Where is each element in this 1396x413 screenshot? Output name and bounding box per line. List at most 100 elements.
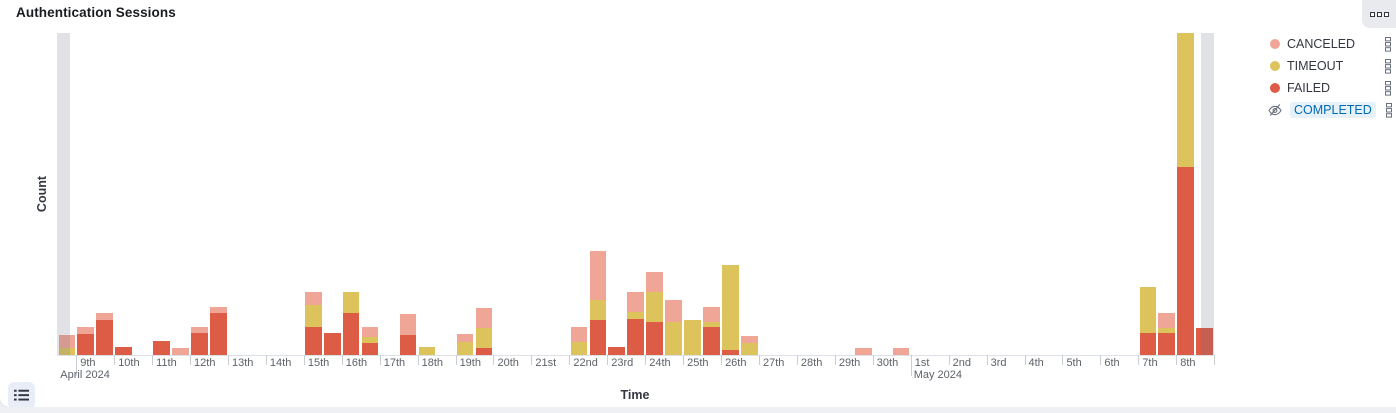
bar-segment-canceled[interactable] <box>627 292 644 312</box>
bar-segment-failed[interactable] <box>361 343 379 355</box>
bar-segment-canceled[interactable] <box>475 308 493 328</box>
bar-segment-canceled[interactable] <box>589 251 607 300</box>
bar-segment-failed[interactable] <box>1177 167 1194 355</box>
bar-segment-failed[interactable] <box>153 341 170 355</box>
x-tick-mark <box>796 355 798 365</box>
bar-segment-failed[interactable] <box>589 320 607 355</box>
bar-segment-timeout[interactable] <box>418 347 436 355</box>
x-tick-mark <box>379 355 381 365</box>
bar-segment-timeout[interactable] <box>646 292 663 322</box>
bar-segment-canceled[interactable] <box>305 292 322 305</box>
legend-item-timeout[interactable]: TIMEOUT <box>1262 58 1394 74</box>
bar-segment-failed[interactable] <box>608 347 625 355</box>
bar-segment-canceled[interactable] <box>172 348 189 355</box>
bar-segment-canceled[interactable] <box>646 272 663 292</box>
bar-segment-failed[interactable] <box>1196 328 1213 355</box>
bar-segment-failed[interactable] <box>399 335 417 355</box>
x-tick-label: 12th <box>194 357 216 369</box>
bar-segment-timeout[interactable] <box>703 322 720 327</box>
bar-segment-canceled[interactable] <box>456 334 474 342</box>
bar-segment-timeout[interactable] <box>589 300 607 320</box>
panel-options-button[interactable] <box>1366 4 1392 24</box>
bar-segment-failed[interactable] <box>324 333 341 355</box>
x-tick-mark <box>910 355 912 376</box>
bar-segment-failed[interactable] <box>646 322 663 355</box>
panel-hover-actions <box>1362 0 1396 28</box>
bar-segment-timeout[interactable] <box>722 265 739 350</box>
x-tick-label: 30th <box>876 357 899 369</box>
x-tick-mark <box>607 355 609 365</box>
x-tick-label: 23rd <box>611 357 634 369</box>
bar-segment-canceled[interactable] <box>96 313 113 320</box>
x-tick-label: 18th <box>421 357 444 369</box>
bar-segment-timeout[interactable] <box>741 343 758 355</box>
bar-segment-failed[interactable] <box>722 350 739 355</box>
x-tick-mark <box>569 355 571 365</box>
boxes-vertical-icon <box>1385 36 1391 52</box>
bar-segment-timeout[interactable] <box>665 322 682 355</box>
bar-segment-failed[interactable] <box>77 334 94 355</box>
legend-actions-button[interactable] <box>1382 36 1394 52</box>
bar-segment-canceled[interactable] <box>741 336 758 343</box>
bar-segment-timeout[interactable] <box>1158 328 1175 333</box>
bar-segment-timeout[interactable] <box>475 328 493 348</box>
x-tick-mark <box>834 355 836 365</box>
bar-segment-failed[interactable] <box>703 327 720 355</box>
x-tick-mark <box>531 355 533 365</box>
x-axis-line <box>57 355 1214 356</box>
bar-segment-failed[interactable] <box>1158 333 1175 355</box>
bar-segment-canceled[interactable] <box>58 335 75 348</box>
bar-segment-canceled[interactable] <box>399 314 417 335</box>
legend-item-failed[interactable]: FAILED <box>1262 80 1394 96</box>
bar-segment-timeout[interactable] <box>570 342 588 355</box>
x-tick-label: 22nd <box>573 357 598 369</box>
boxes-vertical-icon <box>1385 80 1391 96</box>
bar-segment-failed[interactable] <box>1139 333 1156 355</box>
bar-segment-timeout[interactable] <box>361 337 379 343</box>
bar-segment-canceled[interactable] <box>855 348 872 355</box>
bar-segment-canceled[interactable] <box>210 307 227 313</box>
bar-segment-timeout[interactable] <box>456 342 474 355</box>
bar-segment-canceled[interactable] <box>570 327 588 342</box>
bar-segment-timeout[interactable] <box>305 305 322 327</box>
legend-actions-button[interactable] <box>1383 102 1395 118</box>
bar-segment-canceled[interactable] <box>665 300 682 322</box>
legend-toggle-button[interactable] <box>8 382 35 409</box>
bar-segment-canceled[interactable] <box>892 348 910 355</box>
bar-segment-failed[interactable] <box>342 313 360 355</box>
bar-segment-failed[interactable] <box>475 348 493 355</box>
bar-segment-timeout[interactable] <box>58 348 75 355</box>
bar-segment-canceled[interactable] <box>361 327 379 337</box>
legend-item-canceled[interactable]: CANCELED <box>1262 36 1394 52</box>
page-background-strip <box>0 407 1396 413</box>
bar-segment-failed[interactable] <box>305 327 322 355</box>
bar-segment-timeout[interactable] <box>684 320 701 355</box>
partial-bucket-marker <box>57 33 71 355</box>
x-tick-mark <box>1100 355 1102 365</box>
legend-actions-button[interactable] <box>1382 80 1394 96</box>
bar-segment-failed[interactable] <box>191 333 208 355</box>
legend-actions-button[interactable] <box>1382 58 1394 74</box>
bar-segment-timeout[interactable] <box>627 312 644 319</box>
x-tick-label: 25th <box>687 357 709 369</box>
legend-item-completed[interactable]: COMPLETED <box>1262 102 1394 118</box>
x-tick-mark <box>265 355 267 365</box>
bar-segment-failed[interactable] <box>96 320 113 355</box>
x-tick-label: 10th <box>118 357 140 369</box>
x-tick-label: 9th <box>80 357 96 369</box>
bar-segment-canceled[interactable] <box>77 327 94 334</box>
bar-segment-canceled[interactable] <box>1158 313 1175 328</box>
bar-segment-timeout[interactable] <box>342 292 360 313</box>
x-tick-mark <box>341 355 343 365</box>
bar-segment-canceled[interactable] <box>703 307 720 322</box>
legend-label: CANCELED <box>1287 37 1356 51</box>
bar-segment-canceled[interactable] <box>191 327 208 333</box>
x-tick-label: 21st <box>535 357 557 369</box>
x-tick-mark <box>114 355 116 365</box>
bar-segment-failed[interactable] <box>627 319 644 355</box>
bar-segment-failed[interactable] <box>115 347 132 355</box>
bar-segment-failed[interactable] <box>210 313 227 355</box>
x-tick-mark <box>1062 355 1064 365</box>
bar-segment-timeout[interactable] <box>1139 287 1156 333</box>
bar-segment-timeout[interactable] <box>1177 33 1194 167</box>
